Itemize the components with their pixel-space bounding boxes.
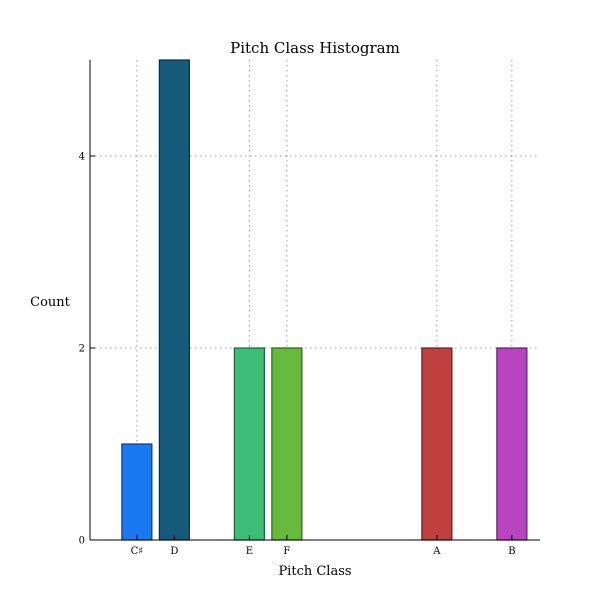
y-tick-label: 4	[79, 152, 85, 163]
x-tick-label: C♯	[131, 546, 144, 557]
bars-layer	[121, 59, 528, 541]
bar-0	[121, 443, 153, 541]
x-tick-label: A	[432, 546, 441, 557]
bar-1	[158, 59, 190, 541]
bar-4	[421, 347, 453, 541]
axes-layer	[89, 60, 540, 541]
y-axis-label: Count	[30, 295, 71, 310]
bar-5	[496, 347, 528, 541]
bar-2	[233, 347, 265, 541]
y-tick-label: 2	[79, 344, 85, 355]
grid-layer	[90, 60, 540, 540]
bar-3	[271, 347, 303, 541]
x-tick-label: B	[508, 546, 515, 557]
chart-title: Pitch Class Histogram	[230, 39, 400, 57]
x-axis-label: Pitch Class	[278, 564, 351, 579]
y-tick-label: 0	[79, 536, 85, 547]
x-tick-label: F	[283, 546, 290, 557]
x-tick-label: E	[246, 546, 253, 557]
ticks-layer: 0 2 4 C♯ D E F A B	[79, 152, 516, 558]
x-tick-label: D	[170, 546, 178, 557]
